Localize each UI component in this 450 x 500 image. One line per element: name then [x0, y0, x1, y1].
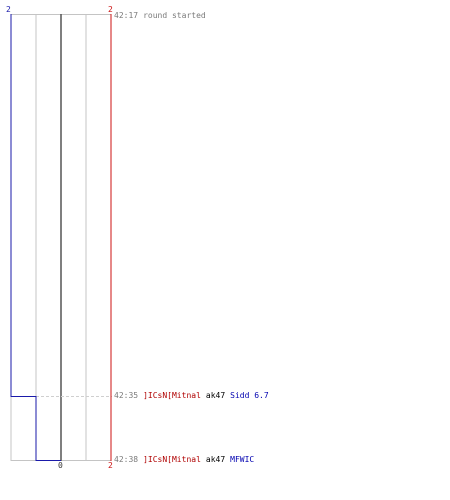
blue-top-score: 2 [6, 5, 11, 14]
log-message: round started [143, 11, 206, 20]
victim-name: Sidd 6.7 [230, 391, 269, 400]
weapon-name: ak47 [205, 455, 226, 464]
log-kill-event: 42:35 ]ICsN[Mitnal ak47 Sidd 6.7 [114, 391, 269, 401]
victim-name: MFWIC [230, 455, 255, 464]
log-timestamp: 42:38 [114, 455, 139, 464]
weapon-name: ak47 [205, 391, 226, 400]
log-timestamp: 42:35 [114, 391, 139, 400]
blue-team-line [10, 14, 61, 461]
killer-name: ]ICsN[Mitnal [143, 455, 201, 464]
red-bottom-score: 2 [108, 461, 113, 470]
log-round-start: 42:17 round started [114, 11, 206, 21]
killer-name: ]ICsN[Mitnal [143, 391, 201, 400]
log-timestamp: 42:17 [114, 11, 139, 20]
log-kill-event: 42:38 ]ICsN[Mitnal ak47 MFWIC [114, 455, 254, 465]
center-bottom-score: 0 [58, 461, 63, 470]
red-top-score: 2 [108, 5, 113, 14]
